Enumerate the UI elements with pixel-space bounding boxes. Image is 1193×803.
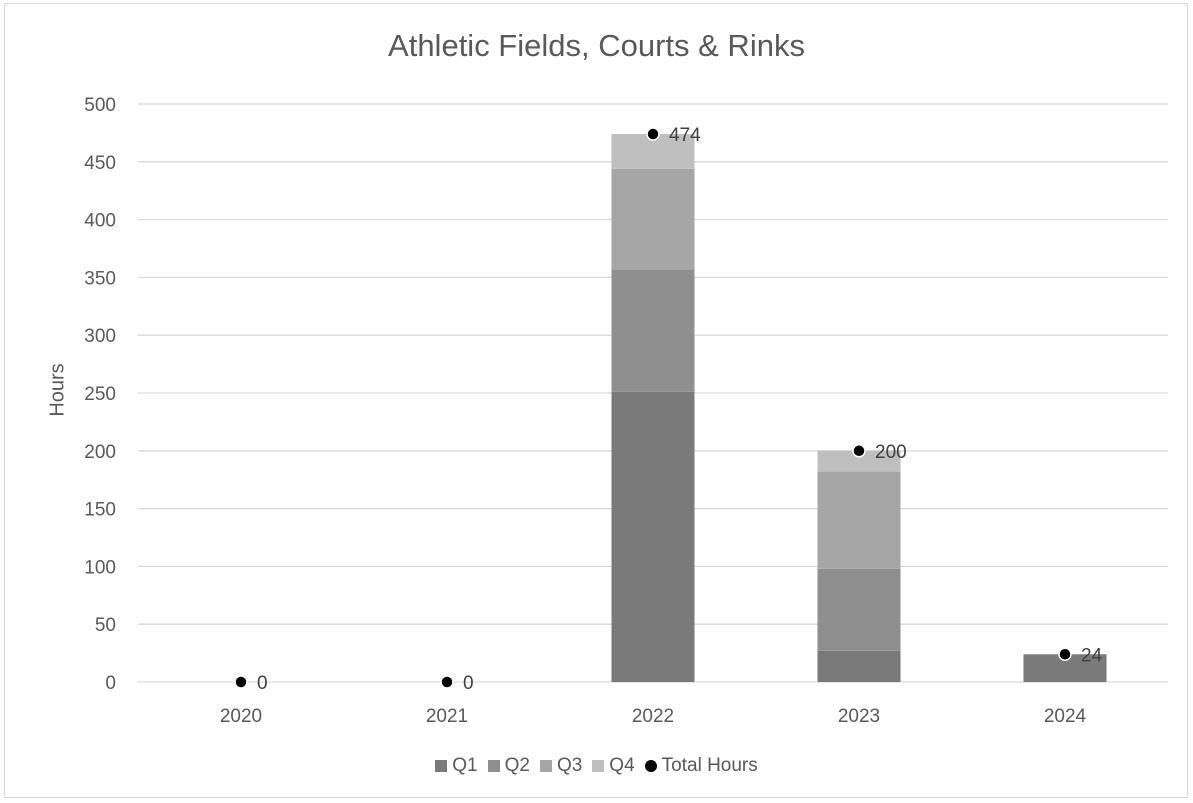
x-tick-label: 2022 [632,706,674,727]
legend-swatch [435,760,448,772]
y-tick-label: 450 [84,153,116,174]
bar-q3-2022 [611,168,695,270]
legend-item-q1: Q1 [435,755,478,777]
legend-swatch [539,760,552,772]
legend-swatch [487,760,500,772]
x-tick-label: 2024 [1044,706,1087,727]
legend-item-q4: Q4 [592,755,635,777]
legend-label: Total Hours [661,755,758,776]
bar-q2-2022 [611,269,695,392]
chart-frame [4,3,1188,798]
bar-q4-2023 [817,450,901,472]
total-hours-point [234,675,248,689]
legend-marker [644,760,657,772]
total-hours-point [646,127,660,141]
legend-label: Q1 [452,755,478,776]
legend-item-q2: Q2 [487,755,530,777]
y-tick-label: 150 [84,500,116,521]
y-tick-label: 200 [84,442,116,463]
total-hours-data-label: 0 [463,673,474,694]
total-hours-point [1058,647,1072,662]
y-tick-label: 0 [105,673,116,694]
legend-item-total-hours: Total Hours [644,755,758,777]
bar-q2-2023 [817,568,901,651]
bar-q3-2023 [817,471,901,569]
y-tick-label: 250 [84,384,116,405]
legend-label: Q4 [609,755,635,776]
total-hours-data-label: 0 [257,673,268,694]
x-tick-label: 2020 [220,706,262,727]
y-tick-label: 100 [84,557,116,578]
total-hours-point [440,675,454,689]
total-hours-point [852,444,866,458]
legend-label: Q2 [504,755,530,776]
total-hours-data-label: 200 [875,442,907,463]
legend-swatch [592,760,605,772]
bar-q1-2023 [817,650,901,682]
chart-title: Athletic Fields, Courts & Rinks [388,28,805,63]
y-tick-label: 300 [84,326,116,347]
legend-label: Q3 [556,755,583,776]
x-tick-label: 2023 [838,706,880,727]
bar-q1-2022 [611,391,695,682]
total-hours-data-label: 24 [1081,645,1103,666]
y-tick-label: 500 [84,95,116,116]
y-tick-label: 350 [84,268,116,289]
legend: Q1 Q2 Q3 Q4 Total Hours [0,755,1193,777]
legend-item-q3: Q3 [539,755,583,777]
total-hours-data-label: 474 [669,125,701,146]
y-tick-label: 400 [84,211,116,232]
y-tick-label: 50 [95,615,116,636]
x-tick-label: 2021 [426,706,468,727]
